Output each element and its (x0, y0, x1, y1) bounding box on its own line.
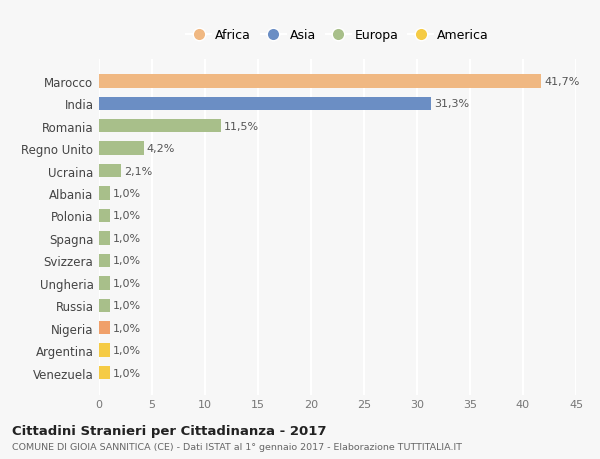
Bar (99, 75, 541, 88)
Bar (99, 97, 431, 111)
Text: 1,0%: 1,0% (113, 278, 141, 288)
Text: COMUNE DI GIOIA SANNITICA (CE) - Dati ISTAT al 1° gennaio 2017 - Elaborazione TU: COMUNE DI GIOIA SANNITICA (CE) - Dati IS… (12, 442, 462, 451)
Text: 2,1%: 2,1% (124, 166, 152, 176)
Bar (99, 232, 110, 245)
Text: 11,5%: 11,5% (224, 122, 259, 131)
Text: 1,0%: 1,0% (113, 346, 141, 355)
Text: 1,0%: 1,0% (113, 301, 141, 311)
Legend: Africa, Asia, Europa, America: Africa, Asia, Europa, America (186, 29, 489, 42)
Bar (99, 299, 110, 312)
Text: 1,0%: 1,0% (113, 211, 141, 221)
Bar (99, 321, 110, 335)
Text: 1,0%: 1,0% (113, 368, 141, 378)
Bar (99, 366, 110, 380)
Bar (99, 187, 110, 200)
Bar (99, 254, 110, 268)
Text: 41,7%: 41,7% (544, 77, 580, 87)
Bar (99, 120, 221, 133)
Bar (99, 344, 110, 357)
Bar (99, 209, 110, 223)
Text: Cittadini Stranieri per Cittadinanza - 2017: Cittadini Stranieri per Cittadinanza - 2… (12, 424, 326, 437)
Text: 1,0%: 1,0% (113, 234, 141, 243)
Text: 1,0%: 1,0% (113, 189, 141, 199)
Text: 1,0%: 1,0% (113, 256, 141, 266)
Text: 4,2%: 4,2% (146, 144, 175, 154)
Bar (99, 164, 121, 178)
Text: 31,3%: 31,3% (434, 99, 469, 109)
Bar (99, 142, 143, 156)
Bar (99, 276, 110, 290)
Text: 1,0%: 1,0% (113, 323, 141, 333)
